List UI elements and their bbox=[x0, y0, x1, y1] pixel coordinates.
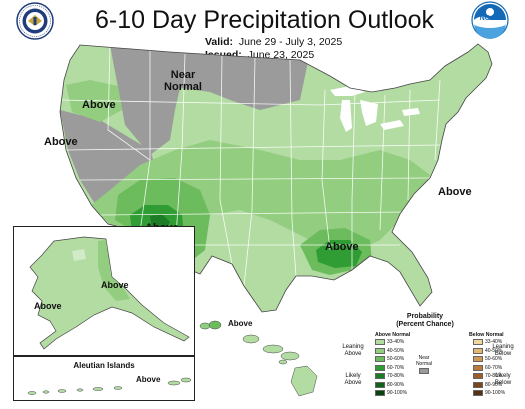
legend-above-label: 80-90% bbox=[387, 381, 405, 388]
legend-above-header: Above Normal bbox=[375, 332, 411, 338]
legend-above-label: 50-60% bbox=[387, 356, 405, 362]
alaska-inset: Above Above bbox=[13, 226, 195, 356]
legend-likely-below-line1: Likely bbox=[495, 373, 511, 379]
alaska-above-label-1: Above bbox=[101, 280, 129, 290]
near-normal-label: Near Normal bbox=[158, 69, 208, 93]
valid-value: June 29 - July 3, 2025 bbox=[238, 36, 343, 48]
legend-near-normal-swatch bbox=[419, 368, 429, 374]
above-label-gulf: Above bbox=[325, 241, 359, 253]
legend-below-swatch bbox=[473, 381, 483, 388]
commerce-seal-icon bbox=[16, 2, 54, 45]
noaa-logo-text: NOAA bbox=[479, 15, 501, 22]
legend-below-swatch bbox=[473, 373, 483, 379]
legend-leaning-below: Leaning Below bbox=[485, 344, 521, 358]
legend-below-swatch bbox=[473, 339, 483, 345]
legend-below-row: 90-100% bbox=[473, 390, 505, 396]
legend-below-swatch bbox=[473, 347, 483, 354]
legend-below-row: 80-90% bbox=[473, 381, 503, 388]
legend-title: Probability (Percent Chance) bbox=[395, 313, 455, 329]
legend-below-label: 90-100% bbox=[485, 390, 506, 396]
legend-leaning-above-line1: Leaning bbox=[342, 344, 364, 350]
hawaii-inset: Above bbox=[195, 312, 335, 404]
legend-above-swatch bbox=[375, 364, 385, 371]
alaska-above-label-2: Above bbox=[34, 301, 62, 311]
hawaii-map bbox=[199, 320, 318, 397]
legend-leaning-below-line2: Below bbox=[494, 351, 512, 357]
legend-above-row: 33-40% bbox=[375, 339, 404, 345]
legend-below-label: 80-90% bbox=[485, 381, 503, 388]
legend-below-swatch bbox=[473, 356, 483, 362]
noaa-logo-icon: NOAA bbox=[471, 1, 509, 44]
map-title: 6-10 Day Precipitation Outlook bbox=[94, 6, 435, 34]
legend-above-swatch bbox=[375, 373, 385, 379]
legend-below-row: 60-70% bbox=[473, 364, 503, 371]
legend-likely-below-line2: Below bbox=[494, 380, 512, 386]
aleutian-map bbox=[27, 377, 192, 395]
legend-below-label: 60-70% bbox=[485, 364, 503, 371]
legend-below-label: 70-80% bbox=[485, 373, 503, 379]
legend-below-row: 70-80% bbox=[473, 373, 502, 379]
legend-below-row: 33-40% bbox=[473, 339, 502, 345]
near-normal-label-line2: Normal bbox=[164, 81, 202, 93]
state-boundaries bbox=[60, 44, 441, 287]
legend-above-swatch bbox=[375, 390, 385, 396]
legend-likely-above-line2: Above bbox=[344, 380, 362, 386]
legend-above-row: 50-60% bbox=[375, 356, 404, 362]
aleutian-above-label: Above bbox=[136, 375, 161, 384]
near-normal-label-line1: Near bbox=[170, 69, 196, 81]
legend-above-swatch bbox=[375, 339, 385, 345]
legend-below-label: 40-50% bbox=[485, 347, 503, 354]
valid-label: Valid: bbox=[205, 36, 234, 48]
legend-below-label: 50-60% bbox=[485, 356, 503, 362]
legend-above-row: 60-70% bbox=[375, 364, 405, 371]
legend-near-normal-line2: Normal bbox=[415, 361, 433, 367]
above-label-east: Above bbox=[438, 186, 472, 198]
legend-below-header: Below Normal bbox=[469, 332, 504, 338]
legend-title-line2: (Percent Chance) bbox=[396, 321, 454, 328]
legend-above-label: 90-100% bbox=[387, 390, 408, 396]
valid-dates: Valid: June 29 - July 3, 2025 bbox=[205, 36, 342, 48]
legend-leaning-above: Leaning Above bbox=[335, 344, 371, 358]
legend-likely-above-line1: Likely bbox=[345, 373, 361, 379]
legend-leaning-below-line1: Leaning bbox=[492, 344, 514, 350]
legend-above-row: 70-80% bbox=[375, 373, 404, 379]
legend-above-swatch bbox=[375, 356, 385, 362]
legend-near-normal-header: Near Normal bbox=[412, 355, 436, 367]
legend-likely-below: Likely Below bbox=[485, 373, 521, 387]
above-label-west-coast: Above bbox=[44, 136, 78, 148]
legend-below-swatch bbox=[473, 390, 483, 396]
aleutian-title: Aleutian Islands bbox=[73, 361, 135, 370]
legend-near-normal-line1: Near bbox=[418, 355, 430, 361]
legend-above-label: 33-40% bbox=[387, 339, 405, 345]
above-label-northwest: Above bbox=[82, 99, 116, 111]
legend-above-label: 70-80% bbox=[387, 373, 405, 379]
great-lakes bbox=[330, 86, 420, 132]
legend-above-row: 40-50% bbox=[375, 347, 405, 354]
aleutian-inset: Aleutian Islands Above bbox=[13, 356, 195, 401]
legend-below-row: 50-60% bbox=[473, 356, 502, 362]
legend: Probability (Percent Chance) Above Norma… bbox=[335, 311, 523, 405]
legend-below-row: 40-50% bbox=[473, 347, 503, 354]
legend-above-row: 80-90% bbox=[375, 381, 405, 388]
legend-below-swatch bbox=[473, 364, 483, 371]
legend-above-label: 40-50% bbox=[387, 347, 405, 354]
alaska-map bbox=[29, 236, 190, 350]
legend-title-line1: Probability bbox=[406, 313, 444, 320]
legend-above-swatch bbox=[375, 347, 385, 354]
legend-above-swatch bbox=[375, 381, 385, 388]
hawaii-above-label: Above bbox=[228, 319, 253, 328]
legend-above-row: 90-100% bbox=[375, 390, 407, 396]
legend-above-label: 60-70% bbox=[387, 364, 405, 371]
legend-leaning-above-line2: Above bbox=[344, 351, 362, 357]
legend-below-label: 33-40% bbox=[485, 339, 503, 345]
legend-likely-above: Likely Above bbox=[335, 373, 371, 387]
